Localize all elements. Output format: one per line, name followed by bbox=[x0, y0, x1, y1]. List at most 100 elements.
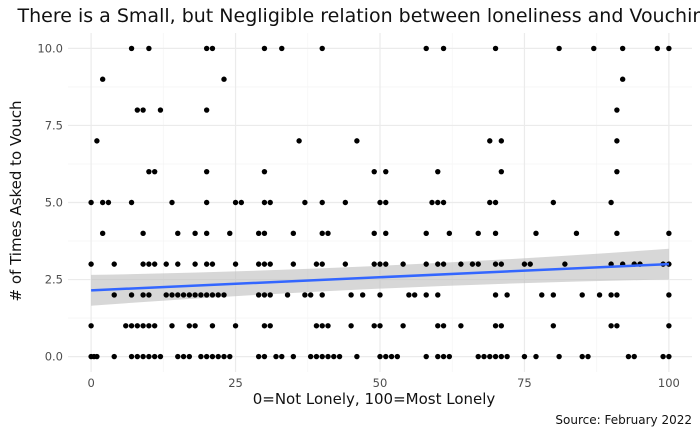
data-point bbox=[440, 261, 447, 267]
data-point bbox=[232, 261, 239, 267]
data-point bbox=[342, 261, 349, 267]
data-point bbox=[614, 138, 620, 144]
data-point bbox=[151, 261, 158, 267]
data-point bbox=[631, 353, 637, 360]
data-point bbox=[99, 76, 106, 82]
data-point bbox=[394, 353, 401, 360]
data-point bbox=[140, 353, 146, 360]
data-point bbox=[400, 261, 406, 267]
data-point bbox=[498, 323, 505, 329]
data-point bbox=[435, 199, 441, 206]
data-point bbox=[319, 45, 325, 52]
data-point bbox=[146, 323, 152, 329]
data-point bbox=[238, 199, 245, 206]
data-point bbox=[88, 199, 94, 206]
x-axis-title: 0=Not Lonely, 100=Most Lonely bbox=[253, 390, 496, 408]
data-point bbox=[88, 323, 94, 329]
data-point bbox=[319, 323, 325, 329]
data-point bbox=[146, 353, 152, 360]
data-point bbox=[175, 353, 181, 360]
data-point bbox=[498, 168, 505, 175]
data-point bbox=[487, 138, 493, 144]
data-point bbox=[435, 323, 441, 329]
data-point bbox=[666, 353, 672, 360]
data-point bbox=[585, 353, 591, 360]
data-point bbox=[209, 353, 216, 360]
data-point bbox=[614, 292, 620, 298]
data-point bbox=[290, 230, 297, 237]
data-point bbox=[186, 353, 193, 360]
data-point bbox=[267, 292, 273, 298]
x-tick-label: 100 bbox=[658, 376, 680, 390]
data-point bbox=[383, 199, 389, 206]
data-point bbox=[342, 199, 349, 206]
data-point bbox=[319, 199, 325, 206]
data-point bbox=[94, 138, 100, 144]
data-point bbox=[411, 292, 418, 298]
data-point bbox=[267, 199, 273, 206]
data-point bbox=[481, 353, 487, 360]
data-point bbox=[498, 353, 505, 360]
data-point bbox=[319, 261, 325, 267]
data-point bbox=[429, 199, 435, 206]
data-point bbox=[440, 323, 447, 329]
data-point bbox=[290, 261, 297, 267]
data-point bbox=[614, 168, 620, 175]
data-point bbox=[521, 353, 528, 360]
chart-caption: Source: February 2022 bbox=[555, 413, 692, 427]
data-point bbox=[458, 261, 464, 267]
data-point bbox=[371, 230, 377, 237]
data-point bbox=[377, 353, 383, 360]
data-point bbox=[319, 230, 325, 237]
data-point bbox=[458, 323, 464, 329]
data-point bbox=[383, 261, 389, 267]
x-tick-label: 25 bbox=[228, 376, 243, 390]
data-point bbox=[498, 261, 505, 267]
data-point bbox=[573, 230, 580, 237]
data-point bbox=[619, 76, 626, 82]
data-point bbox=[198, 353, 204, 360]
data-point bbox=[608, 199, 614, 206]
data-point bbox=[157, 353, 164, 360]
trend-line-layer bbox=[91, 262, 669, 292]
data-point bbox=[383, 168, 389, 175]
data-point bbox=[666, 292, 672, 298]
data-point bbox=[348, 292, 354, 298]
data-point bbox=[596, 292, 603, 298]
data-point bbox=[521, 261, 528, 267]
data-point bbox=[487, 353, 493, 360]
data-point bbox=[446, 353, 453, 360]
data-point bbox=[261, 323, 268, 329]
data-point bbox=[273, 353, 279, 360]
data-point bbox=[261, 230, 268, 237]
y-tick-label: 5.0 bbox=[45, 196, 63, 210]
data-point bbox=[175, 292, 181, 298]
data-point bbox=[550, 199, 557, 206]
data-point bbox=[151, 323, 158, 329]
data-point bbox=[203, 292, 210, 298]
data-point bbox=[140, 292, 146, 298]
data-point bbox=[128, 292, 135, 298]
data-point bbox=[209, 45, 216, 52]
data-point bbox=[232, 199, 239, 206]
data-point bbox=[400, 323, 406, 329]
data-point bbox=[94, 353, 100, 360]
data-point bbox=[227, 353, 233, 360]
data-point bbox=[175, 230, 181, 237]
data-point bbox=[209, 323, 216, 329]
data-point bbox=[146, 261, 152, 267]
data-point bbox=[371, 323, 377, 329]
data-point bbox=[614, 323, 620, 329]
x-tick-label: 0 bbox=[87, 376, 94, 390]
data-point bbox=[146, 45, 152, 52]
data-point bbox=[435, 168, 441, 175]
data-point bbox=[383, 230, 389, 237]
data-point bbox=[492, 261, 499, 267]
data-point bbox=[203, 199, 210, 206]
data-point bbox=[221, 292, 227, 298]
data-point bbox=[475, 230, 481, 237]
data-point bbox=[492, 353, 499, 360]
data-point bbox=[371, 261, 377, 267]
data-point bbox=[579, 292, 585, 298]
